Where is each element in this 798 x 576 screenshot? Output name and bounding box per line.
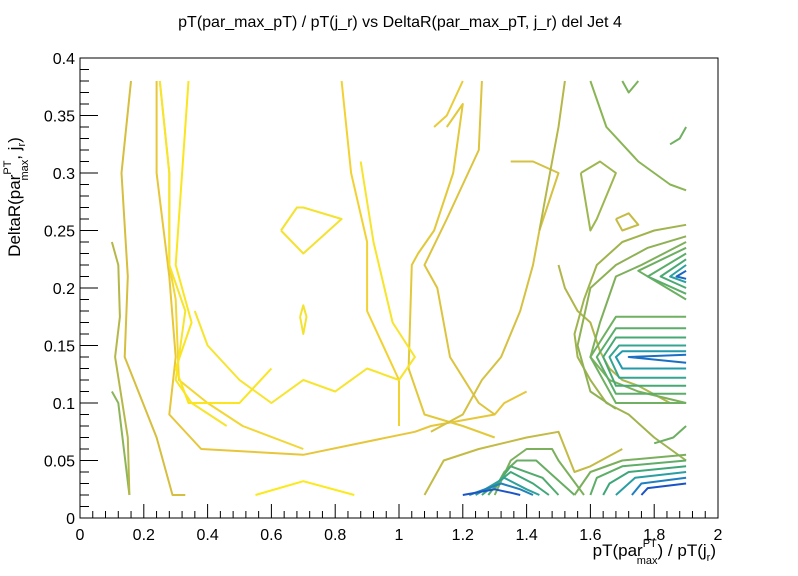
contour-line (675, 269, 687, 280)
contour-line (589, 315, 687, 404)
contour-line (631, 476, 687, 496)
contour-line (174, 80, 273, 404)
contour-line (608, 344, 687, 379)
contour-line (614, 350, 687, 370)
contour-line (299, 304, 308, 335)
y-tick-label: 0.3 (53, 166, 75, 183)
contour-line (646, 252, 687, 295)
x-tick-label: 0 (76, 527, 85, 544)
contour-line (589, 459, 687, 496)
contour-line (407, 103, 496, 439)
contour-line (255, 480, 355, 496)
contour-line (640, 482, 687, 496)
contour-line (589, 80, 687, 192)
contour-line (462, 488, 521, 496)
contour-line (430, 160, 560, 433)
contour-line (111, 391, 131, 496)
x-tick-label: 0.6 (260, 527, 282, 544)
x-tick-label: 1.8 (643, 527, 665, 544)
x-tick-label: 0.8 (324, 527, 346, 544)
contour-line (602, 465, 687, 496)
contour-line (659, 258, 687, 289)
y-tick-label: 0.4 (53, 51, 75, 68)
y-tick-label: 0.1 (53, 396, 75, 413)
y-tick-label: 0.25 (44, 224, 75, 241)
contour-line (602, 336, 687, 387)
contour-line (589, 241, 687, 404)
x-axis-label: pT(parPT max) / pT(jr) (593, 538, 716, 567)
contour-line (538, 80, 566, 231)
y-axis-label: DeltaR(parPT max, jr) (2, 137, 31, 257)
contour-line (573, 453, 687, 496)
contour-line (669, 126, 687, 146)
x-tick-label: 0.4 (196, 527, 218, 544)
x-tick-label: 1.6 (579, 527, 601, 544)
contour-line (576, 235, 687, 410)
contour-line (493, 448, 585, 496)
chart-title: pT(par_max_pT) / pT(j_r) vs DeltaR(par_m… (178, 14, 622, 31)
contour-line (573, 223, 687, 462)
contour-line (120, 80, 186, 496)
contour-line (433, 80, 464, 128)
y-tick-label: 0.2 (53, 281, 75, 298)
x-tick-label: 0.2 (133, 527, 155, 544)
contour-line (158, 80, 228, 427)
contour-line (595, 327, 687, 395)
y-tick-label: 0 (66, 511, 75, 528)
contour-line (615, 471, 687, 496)
x-tick-label: 1.4 (515, 527, 537, 544)
contour-line (579, 160, 617, 232)
contour-line (155, 81, 528, 456)
y-tick-label: 0.05 (44, 454, 75, 471)
y-axis: 0 0.05 0.1 0.15 0.2 0.25 0.3 0.35 0.4 (44, 51, 98, 528)
contour-line (637, 246, 687, 301)
x-tick-label: 2 (714, 527, 723, 544)
contour-line (621, 80, 640, 94)
contour-line (110, 241, 131, 496)
y-tick-label: 0.35 (44, 109, 75, 126)
contour-line (193, 161, 416, 404)
x-axis: 0 0.2 0.4 0.6 0.8 1 1.2 1.4 1.6 1.8 2 (76, 504, 723, 544)
contour-line (627, 353, 687, 364)
contour-line (340, 80, 400, 426)
contour-line (653, 425, 687, 445)
y-tick-label: 0.15 (44, 339, 75, 356)
contour-line (475, 476, 540, 496)
contour-line (468, 482, 534, 496)
contour-lines (110, 80, 687, 496)
contour-line (280, 206, 343, 255)
x-tick-label: 1 (395, 527, 404, 544)
contour-line (158, 80, 304, 450)
contour-line (423, 430, 623, 496)
contour-line (615, 212, 640, 232)
contour-line (493, 459, 576, 496)
x-tick-label: 1.2 (452, 527, 474, 544)
contour-line (669, 264, 687, 284)
